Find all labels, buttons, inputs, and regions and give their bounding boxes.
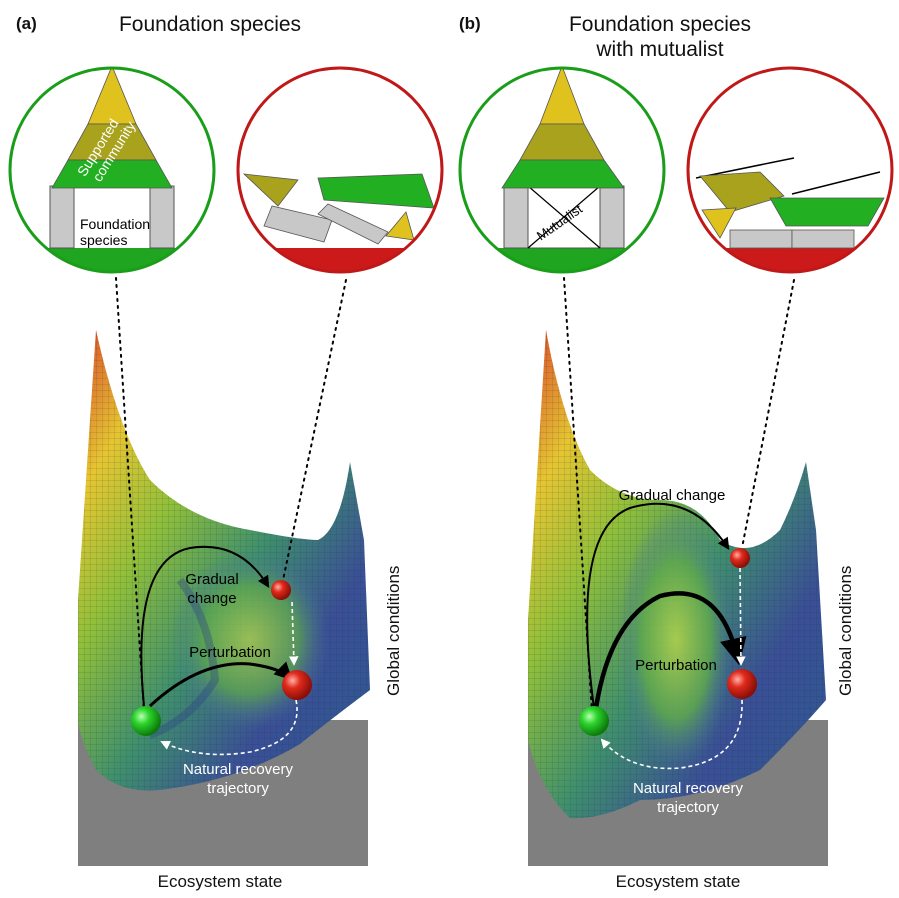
fallen-column-2: [791, 229, 855, 249]
panel-a-ylabel: Global conditions: [384, 565, 403, 696]
recovery-label-a-1: Natural recovery: [183, 761, 294, 778]
gradual-change-label-b: Gradual change: [619, 487, 726, 504]
connector-collapsed-a: [281, 279, 347, 586]
gradual-change-arrow-a: [140, 545, 270, 707]
broken-line-2: [791, 171, 881, 195]
panel-a-xlabel: Ecosystem state: [157, 872, 283, 891]
panel-a-healthy-inset: Supported community Foundation species: [8, 66, 216, 274]
pyramid-top: [87, 68, 137, 125]
fallen-column-2: [317, 203, 389, 245]
panel-a-letter: (a): [16, 14, 37, 33]
fallen-pyramid-middle: [242, 173, 299, 207]
healthy-ground: [460, 248, 664, 272]
healthy-ring: [458, 66, 666, 274]
healthy-ring: [8, 66, 216, 274]
healthy-ground: [10, 248, 214, 272]
connector-healthy-b: [563, 277, 593, 713]
foundation-column-right: [599, 185, 625, 249]
panel-b-landscape: [528, 330, 828, 866]
panel-b-letter: (b): [459, 14, 481, 33]
panel-b-title: Foundation species with mutualist: [530, 12, 790, 62]
collapsed-ground: [688, 248, 892, 272]
panel-b-title-line1: Foundation species: [568, 13, 752, 36]
perturbation-arrow-b: [593, 591, 747, 709]
panel-b-xlabel: Ecosystem state: [615, 872, 741, 891]
central-hill: [618, 510, 734, 770]
foundation-column-right: [149, 185, 175, 249]
perturbation-label-a: Perturbation: [189, 644, 271, 661]
panel-b-ylabel: Global conditions: [836, 565, 855, 696]
drop-arrow-a: [288, 601, 299, 666]
foundation-label-line1: Foundation: [80, 216, 150, 232]
gradual-change-label-a-2: change: [187, 590, 236, 607]
basin-shadow: [148, 577, 220, 739]
panel-b-healthy-inset: Mutualist: [458, 66, 666, 274]
foundation-column-left: [503, 185, 529, 249]
recovery-label-b-2: trajectory: [657, 799, 719, 816]
pyramid-top: [539, 68, 585, 125]
connector-healthy-a: [115, 277, 145, 713]
fallen-column-1: [729, 229, 793, 249]
healthy-state-ball-a: [131, 706, 161, 736]
collapsed-state-ball-b: [727, 669, 757, 699]
fallen-pyramid-base: [769, 197, 885, 227]
drop-arrow-b: [736, 567, 746, 666]
foundation-column-left: [49, 185, 75, 249]
fallen-pyramid-top: [385, 211, 415, 241]
recovery-label-b-1: Natural recovery: [633, 780, 744, 797]
perturbation-arrow-a: [148, 661, 293, 708]
panel-b-title-line2: with mutualist: [596, 38, 724, 61]
recovery-arrow-b: [600, 699, 743, 770]
recovery-label-a-2: trajectory: [207, 780, 269, 797]
connector-collapsed-b: [741, 279, 795, 549]
healthy-state-ball-b: [579, 706, 609, 736]
panel-b-collapsed-inset: [686, 66, 894, 274]
collapsed-ring: [686, 66, 894, 274]
panel-a-title: Foundation species: [118, 13, 302, 36]
collapsed-state-ball-a: [282, 670, 312, 700]
fallen-pyramid-top: [701, 207, 737, 239]
fallen-pyramid-middle: [699, 171, 785, 213]
fallen-pyramid-base: [317, 173, 435, 209]
collapsed-ground: [238, 248, 442, 272]
recovery-arrow-a: [160, 699, 298, 756]
collapsed-ring: [236, 66, 444, 274]
gradual-change-label-a-1: Gradual: [185, 571, 238, 588]
pyramid-middle: [519, 123, 605, 161]
pyramid-base: [51, 159, 173, 189]
threshold-ball-b: [730, 548, 750, 568]
pyramid-base: [501, 159, 625, 189]
broken-line-1: [695, 157, 795, 179]
panel-a-collapsed-inset: [236, 66, 444, 274]
threshold-ball-a: [271, 580, 291, 600]
perturbation-label-b: Perturbation: [635, 657, 717, 674]
foundation-label-line2: species: [80, 232, 127, 248]
mutualist-cross-2: [527, 185, 601, 249]
gradual-change-arrow-b: [586, 502, 730, 709]
